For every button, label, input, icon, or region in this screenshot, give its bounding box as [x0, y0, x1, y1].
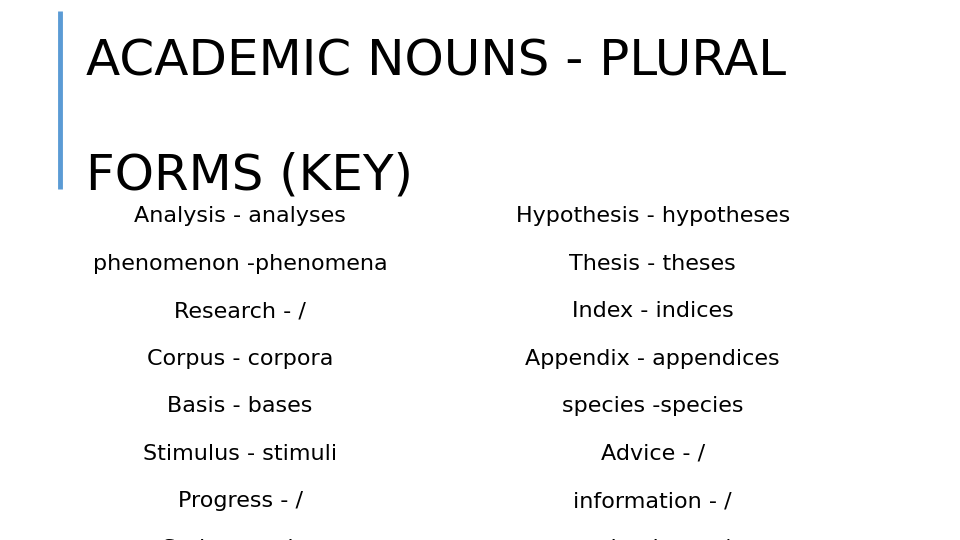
Text: technology - /: technology - /: [576, 538, 730, 540]
Text: ACADEMIC NOUNS - PLURAL: ACADEMIC NOUNS - PLURAL: [86, 38, 786, 86]
Text: Hypothesis - hypotheses: Hypothesis - hypotheses: [516, 206, 790, 226]
Text: Thesis - theses: Thesis - theses: [569, 253, 736, 274]
Text: Corpus - corpora: Corpus - corpora: [147, 348, 333, 369]
Text: information - /: information - /: [573, 491, 732, 511]
Text: species -species: species -species: [562, 396, 744, 416]
Text: Basis - bases: Basis - bases: [167, 396, 313, 416]
Text: phenomenon -phenomena: phenomenon -phenomena: [93, 253, 387, 274]
Text: Series - series: Series - series: [161, 538, 319, 540]
Text: Progress - /: Progress - /: [178, 491, 302, 511]
Text: FORMS (KEY): FORMS (KEY): [86, 151, 414, 199]
Text: Analysis - analyses: Analysis - analyses: [134, 206, 346, 226]
Text: Advice - /: Advice - /: [601, 443, 705, 464]
Text: Index - indices: Index - indices: [572, 301, 733, 321]
Text: Research - /: Research - /: [174, 301, 306, 321]
Text: Appendix - appendices: Appendix - appendices: [525, 348, 780, 369]
Text: Stimulus - stimuli: Stimulus - stimuli: [143, 443, 337, 464]
